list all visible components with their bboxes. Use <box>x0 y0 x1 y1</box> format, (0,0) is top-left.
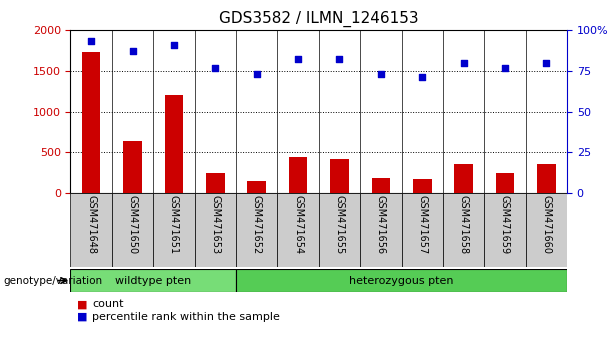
Text: GSM471654: GSM471654 <box>293 195 303 254</box>
Point <box>335 57 345 62</box>
Bar <box>413 179 432 193</box>
Bar <box>236 269 567 292</box>
Text: heterozygous pten: heterozygous pten <box>349 275 454 286</box>
Bar <box>402 193 443 267</box>
Bar <box>195 193 236 267</box>
Bar <box>371 178 390 193</box>
Bar <box>248 181 266 193</box>
Point <box>252 71 262 77</box>
Point <box>86 39 96 44</box>
Bar <box>277 193 319 267</box>
Text: ■: ■ <box>77 299 87 309</box>
Point <box>417 74 427 80</box>
Text: GSM471656: GSM471656 <box>376 195 386 254</box>
Title: GDS3582 / ILMN_1246153: GDS3582 / ILMN_1246153 <box>219 11 419 27</box>
Bar <box>360 193 402 267</box>
Bar <box>526 193 567 267</box>
Text: genotype/variation: genotype/variation <box>3 275 102 286</box>
Text: wildtype pten: wildtype pten <box>115 275 191 286</box>
Text: GSM471648: GSM471648 <box>86 195 96 254</box>
Bar <box>496 173 514 193</box>
Text: GSM471651: GSM471651 <box>169 195 179 254</box>
Bar <box>319 193 360 267</box>
Point <box>169 42 179 47</box>
Bar <box>289 157 307 193</box>
Bar <box>236 193 277 267</box>
Text: GSM471658: GSM471658 <box>459 195 468 254</box>
Text: count: count <box>92 299 123 309</box>
Point <box>500 65 510 70</box>
Point <box>293 57 303 62</box>
Bar <box>70 193 112 267</box>
Point <box>459 60 468 65</box>
Bar <box>484 193 526 267</box>
Text: GSM471650: GSM471650 <box>128 195 137 254</box>
Bar <box>454 164 473 193</box>
Text: percentile rank within the sample: percentile rank within the sample <box>92 312 280 322</box>
Bar <box>112 193 153 267</box>
Point <box>541 60 551 65</box>
Text: GSM471653: GSM471653 <box>210 195 220 254</box>
Text: GSM471659: GSM471659 <box>500 195 510 254</box>
Bar <box>82 52 101 193</box>
Bar <box>165 95 183 193</box>
Text: ■: ■ <box>77 312 87 322</box>
Bar <box>443 193 484 267</box>
Bar <box>123 141 142 193</box>
Bar <box>206 173 224 193</box>
Text: GSM471657: GSM471657 <box>417 195 427 255</box>
Text: GSM471652: GSM471652 <box>252 195 262 255</box>
Text: GSM471660: GSM471660 <box>541 195 551 254</box>
Text: GSM471655: GSM471655 <box>335 195 345 255</box>
Point <box>376 71 386 77</box>
Bar <box>330 159 349 193</box>
Bar <box>537 164 555 193</box>
Bar <box>70 269 236 292</box>
Point <box>128 48 137 54</box>
Point <box>210 65 220 70</box>
Bar <box>153 193 195 267</box>
